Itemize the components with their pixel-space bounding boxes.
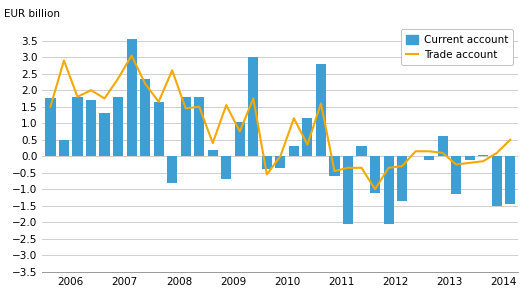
Bar bbox=[262, 156, 272, 169]
Bar bbox=[397, 156, 407, 201]
Bar bbox=[451, 156, 461, 194]
Bar bbox=[343, 156, 353, 224]
Bar bbox=[478, 155, 488, 156]
Bar bbox=[424, 156, 434, 159]
Bar bbox=[59, 140, 69, 156]
Bar bbox=[437, 137, 448, 156]
Text: EUR billion: EUR billion bbox=[4, 9, 60, 19]
Bar bbox=[303, 118, 313, 156]
Bar bbox=[99, 113, 110, 156]
Bar bbox=[316, 64, 326, 156]
Bar bbox=[180, 97, 191, 156]
Bar bbox=[72, 97, 83, 156]
Bar bbox=[153, 102, 163, 156]
Bar bbox=[289, 146, 299, 156]
Bar bbox=[167, 156, 177, 183]
Bar bbox=[140, 79, 150, 156]
Bar bbox=[370, 156, 380, 193]
Bar bbox=[357, 146, 367, 156]
Bar bbox=[248, 57, 258, 156]
Bar bbox=[330, 156, 340, 176]
Bar bbox=[275, 156, 286, 168]
Bar bbox=[126, 39, 136, 156]
Bar bbox=[208, 149, 218, 156]
Bar bbox=[194, 97, 204, 156]
Bar bbox=[505, 156, 515, 204]
Bar bbox=[464, 156, 475, 159]
Bar bbox=[113, 97, 123, 156]
Bar bbox=[86, 100, 96, 156]
Bar bbox=[384, 156, 394, 224]
Bar bbox=[221, 156, 231, 179]
Bar bbox=[492, 156, 502, 206]
Legend: Current account, Trade account: Current account, Trade account bbox=[400, 29, 513, 66]
Bar bbox=[235, 122, 245, 156]
Bar bbox=[45, 98, 56, 156]
